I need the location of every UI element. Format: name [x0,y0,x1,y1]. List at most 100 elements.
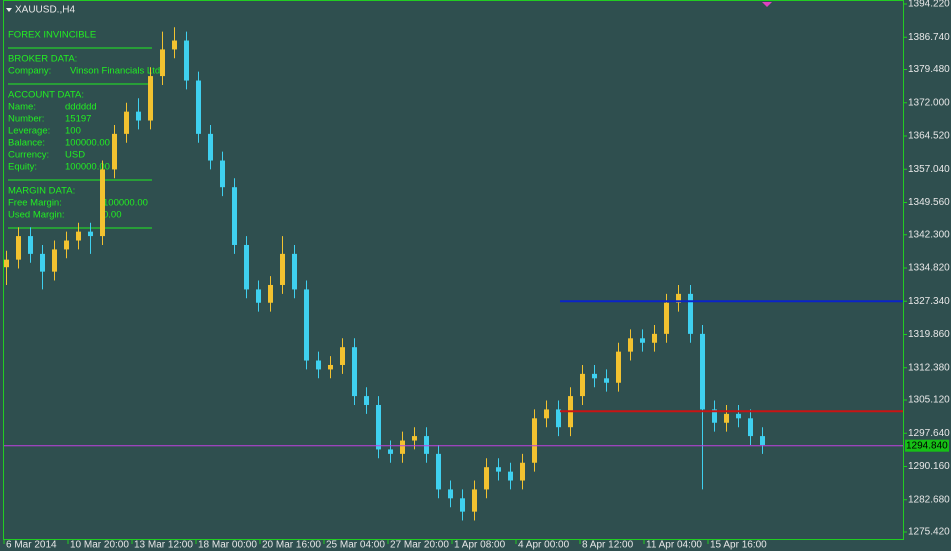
symbol-label: XAUUSD.,H4 [15,5,75,16]
heading: MARGIN DATA: [8,186,75,197]
x-tick-label: 20 Mar 16:00 [262,540,321,551]
candle-body [640,338,645,343]
candle-body [184,40,189,81]
candle-body [340,347,345,365]
candle-body [484,467,489,490]
y-tick-label: 1334.820 [908,263,950,274]
candle-body [616,351,621,383]
shift-marker[interactable] [762,2,772,7]
candle-body [460,498,465,512]
symbol-arrow[interactable] [6,8,12,12]
x-tick-label: 8 Apr 12:00 [582,540,634,551]
x-tick-label: 1 Apr 08:00 [454,540,506,551]
y-tick-label: 1290.160 [908,461,950,472]
y-tick-label: 1394.220 [908,0,950,10]
x-tick-label: 11 Apr 04:00 [646,540,702,551]
panel-key: Number: [8,114,44,125]
candle-body [676,293,681,303]
panel-value: USD [65,150,85,161]
candle-body [544,409,549,419]
y-tick-label: 1275.420 [908,527,950,538]
candle-body [412,436,417,441]
candle-body [424,436,429,454]
candle-body [700,333,705,410]
heading: ACCOUNT DATA: [8,90,84,101]
candle-body [688,293,693,334]
panel-key: Used Margin: [8,210,65,221]
panel-value: 100000.00 [103,198,148,209]
panel-key: Company: [8,66,51,77]
candle-body [208,133,213,161]
candle-body [328,364,333,370]
candle-body [400,440,405,454]
y-tick-label: 1372.000 [908,97,950,108]
candle-body [160,49,165,77]
panel-value: 100 [65,126,81,137]
candle-body [592,373,597,379]
y-tick-label: 1282.680 [908,494,950,505]
panel-value: 15197 [65,114,91,125]
candle-body [136,111,141,121]
x-tick-label: 10 Mar 20:00 [70,540,129,551]
candle-body [376,404,381,450]
candle-body [748,418,753,437]
candle-body [268,284,273,303]
panel-key: Currency: [8,150,49,161]
candle-body [232,187,237,245]
y-tick-label: 1305.120 [908,395,950,406]
panel-value: dddddd [65,102,97,113]
candle-body [520,462,525,481]
y-tick-label: 1327.340 [908,296,950,307]
candle-body [736,413,741,419]
candle-body [124,111,129,134]
candle-body [16,236,21,260]
candle-body [40,253,45,272]
candle-body [712,409,717,423]
y-tick-label: 1312.380 [908,362,950,373]
y-tick-label: 1379.480 [908,64,950,75]
panel-title: FOREX INVINCIBLE [8,30,96,41]
y-tick-label: 1297.640 [908,428,950,439]
candle-body [244,244,249,290]
bid-label-box [905,439,949,452]
candle-body [352,347,357,397]
candle-body [580,373,585,397]
candle-body [88,231,93,237]
candle-body [28,236,33,254]
candle-body [508,471,513,481]
candle-body [628,338,633,352]
candle-body [148,76,153,121]
info-panel: FOREX INVINCIBLE BROKER DATA: ACCOUNT DA… [8,30,160,229]
x-tick-label: 25 Mar 04:00 [326,540,385,551]
candle-body [664,302,669,334]
x-tick-label: 6 Mar 2014 [6,540,57,551]
candle-body [760,436,765,445]
x-tick-label: 13 Mar 12:00 [134,540,193,551]
candle-body [280,253,285,285]
candle-body [196,80,201,134]
candle-body [256,289,261,303]
y-tick-label: 1319.860 [908,329,950,340]
candle-body [496,467,501,472]
candle-body [76,231,81,241]
candle-body [52,249,57,272]
candle-body [652,333,657,343]
y-tick-label: 1357.040 [908,164,950,175]
candle-body [388,449,393,454]
x-tick-label: 27 Mar 20:00 [390,540,449,551]
candle-body [220,160,225,188]
x-tick-label: 4 Apr 00:00 [518,540,570,551]
candle-body [172,40,177,50]
candle-body [364,396,369,405]
candle-body [316,360,321,370]
candle-body [64,240,69,250]
x-tick-label: 15 Apr 16:00 [710,540,767,551]
candle-body [4,259,9,268]
candle-body [304,289,309,361]
heading: BROKER DATA: [8,54,77,65]
candle-body [436,453,441,490]
candle-body [100,169,105,237]
panel-value: 100000.00 [65,162,110,173]
